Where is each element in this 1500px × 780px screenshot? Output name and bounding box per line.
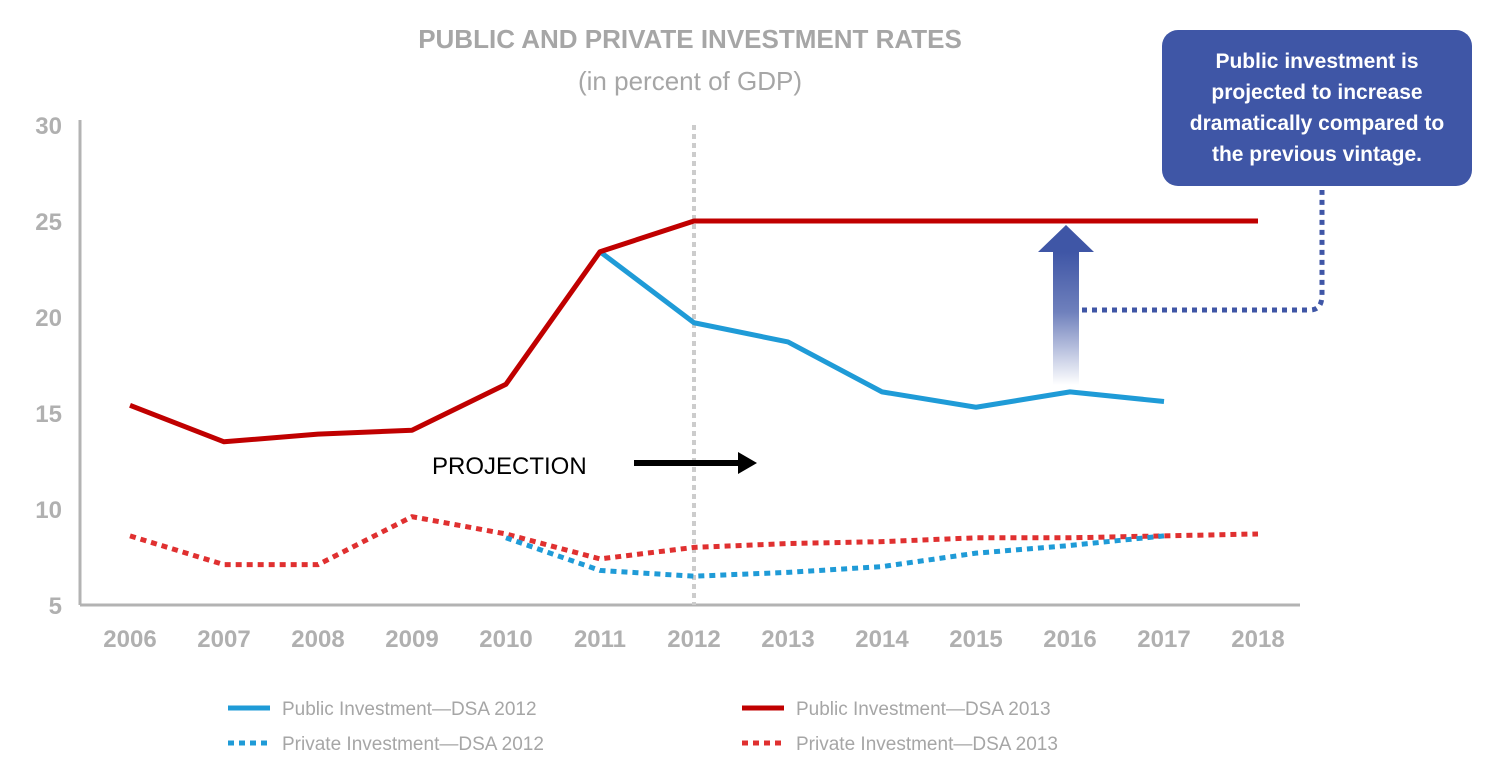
axes xyxy=(78,120,1300,607)
series-line-4 xyxy=(129,514,1259,568)
x-tick-label: 2015 xyxy=(949,626,1002,653)
legend-label: Private Investment—DSA 2013 xyxy=(796,734,1058,755)
series-line-1 xyxy=(598,249,1165,410)
projection-marker: PROJECTION xyxy=(432,452,757,480)
series-3-point xyxy=(788,572,789,573)
series-3-point xyxy=(882,566,883,567)
chart-title: PUBLIC AND PRIVATE INVESTMENT RATES xyxy=(418,24,962,54)
series-1-point xyxy=(882,391,883,392)
series-2-point xyxy=(882,221,883,222)
series-4-point xyxy=(224,564,225,565)
series-4-point xyxy=(506,533,507,534)
series-line-2 xyxy=(129,218,1258,445)
x-tick-label: 2018 xyxy=(1231,626,1284,653)
increase-arrow-shaft xyxy=(1053,252,1079,385)
series-4-point xyxy=(412,516,413,517)
x-tick-label: 2007 xyxy=(197,626,250,653)
callout-text: Public investment is projected to increa… xyxy=(1189,50,1445,166)
series-1-point xyxy=(694,322,695,323)
series-layer xyxy=(129,218,1259,579)
y-tick-label: 30 xyxy=(35,113,62,140)
series-4-point xyxy=(318,564,319,565)
legend: Public Investment—DSA 2012 Public Investm… xyxy=(228,699,1058,755)
series-2-point xyxy=(1070,221,1071,222)
callout-connector xyxy=(1082,190,1325,313)
increase-arrow xyxy=(1038,225,1094,385)
series-2-point xyxy=(224,441,225,442)
series-4-point xyxy=(694,547,695,548)
legend-label: Public Investment—DSA 2012 xyxy=(282,699,537,720)
x-tick-labels: 2006 2007 2008 2009 2010 2011 2012 2013 2014 2015… xyxy=(103,626,1284,653)
series-4-point xyxy=(788,543,789,544)
series-2-point xyxy=(130,405,131,406)
series-1-point xyxy=(1070,391,1071,392)
series-4-point xyxy=(976,537,977,538)
y-tick-label: 10 xyxy=(35,497,62,524)
series-2-point xyxy=(976,221,977,222)
x-tick-label: 2006 xyxy=(103,626,156,653)
series-1-point xyxy=(1164,401,1165,402)
increase-arrow-head xyxy=(1038,225,1094,252)
series-4-point xyxy=(600,558,601,559)
series-line-3 xyxy=(505,533,1165,579)
legend-label: Private Investment—DSA 2012 xyxy=(282,734,544,755)
x-tick-label: 2013 xyxy=(761,626,814,653)
y-tick-label: 20 xyxy=(35,305,62,332)
x-tick-label: 2010 xyxy=(479,626,532,653)
projection-label: PROJECTION xyxy=(432,453,587,480)
chart-subtitle: (in percent of GDP) xyxy=(578,66,802,96)
y-tick-labels: 5 10 15 20 25 30 xyxy=(35,113,62,620)
series-2-point xyxy=(1258,221,1259,222)
series-1-point xyxy=(788,341,789,342)
x-tick-label: 2017 xyxy=(1137,626,1190,653)
y-tick-label: 25 xyxy=(35,209,62,236)
series-2-point xyxy=(1164,221,1165,222)
y-tick-label: 15 xyxy=(35,401,62,428)
series-3-point xyxy=(506,537,507,538)
series-2-point xyxy=(788,221,789,222)
x-tick-label: 2009 xyxy=(385,626,438,653)
x-tick-label: 2014 xyxy=(855,626,909,653)
series-2-point xyxy=(318,434,319,435)
series-3-point xyxy=(694,576,695,577)
series-3-point xyxy=(600,570,601,571)
x-tick-label: 2011 xyxy=(574,626,626,653)
series-2-point xyxy=(412,430,413,431)
x-tick-label: 2012 xyxy=(667,626,720,653)
series-4-point xyxy=(130,535,131,536)
series-2-point xyxy=(600,251,601,252)
callout-box: Public investment is projected to increa… xyxy=(1162,30,1472,186)
x-tick-label: 2016 xyxy=(1043,626,1096,653)
series-3-point xyxy=(976,553,977,554)
series-3-point xyxy=(1164,535,1165,536)
series-4-point xyxy=(1070,537,1071,538)
series-3-point xyxy=(1070,545,1071,546)
y-tick-label: 5 xyxy=(49,593,62,620)
series-2-point xyxy=(506,384,507,385)
projection-arrow-head xyxy=(738,452,757,474)
x-tick-label: 2008 xyxy=(291,626,344,653)
series-1-point xyxy=(976,407,977,408)
legend-label: Public Investment—DSA 2013 xyxy=(796,699,1051,720)
series-4-point xyxy=(1258,533,1259,534)
series-2-point xyxy=(694,221,695,222)
series-4-point xyxy=(882,541,883,542)
